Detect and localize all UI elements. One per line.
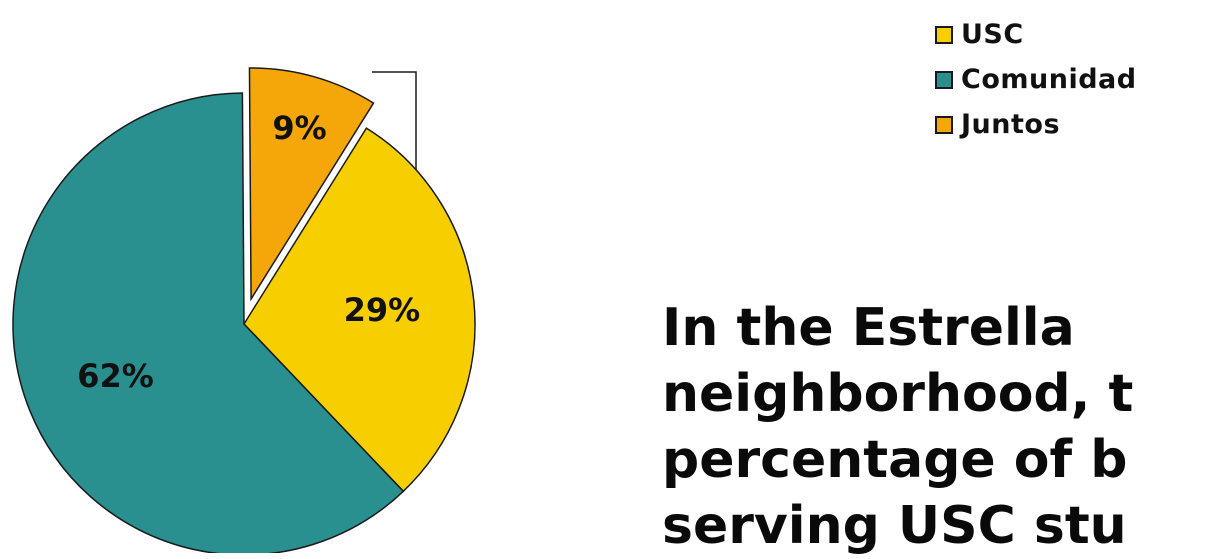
- legend-label-usc: USC: [961, 19, 1024, 50]
- caption-line-3: percentage of b: [662, 430, 1128, 490]
- legend-swatch-usc: [935, 25, 953, 44]
- legend-swatch-comunidad: [935, 70, 953, 89]
- slice-outline-frame: [372, 71, 417, 186]
- legend-item-juntos: Juntos: [935, 102, 1137, 147]
- slice-label-juntos: 9%: [272, 109, 326, 147]
- caption-line-4: serving USC stu: [662, 496, 1127, 556]
- legend: USC Comunidad Juntos: [935, 12, 1137, 147]
- legend-item-usc: USC: [935, 12, 1137, 57]
- slice-label-usc: 29%: [344, 291, 421, 329]
- legend-item-comunidad: Comunidad: [935, 57, 1137, 102]
- legend-label-juntos: Juntos: [961, 109, 1061, 140]
- caption-line-1: In the Estrella: [662, 298, 1075, 358]
- legend-swatch-juntos: [935, 115, 953, 134]
- pie-slice-usc: [243, 127, 476, 493]
- pie-slice-comunidad: [12, 92, 405, 553]
- legend-label-comunidad: Comunidad: [961, 64, 1137, 95]
- caption-line-2: neighborhood, t: [662, 364, 1134, 424]
- pie-slice-juntos: [248, 67, 375, 302]
- caption-text: In the Estrella neighborhood, t percenta…: [662, 295, 1205, 559]
- slice-label-comunidad: 62%: [77, 357, 154, 395]
